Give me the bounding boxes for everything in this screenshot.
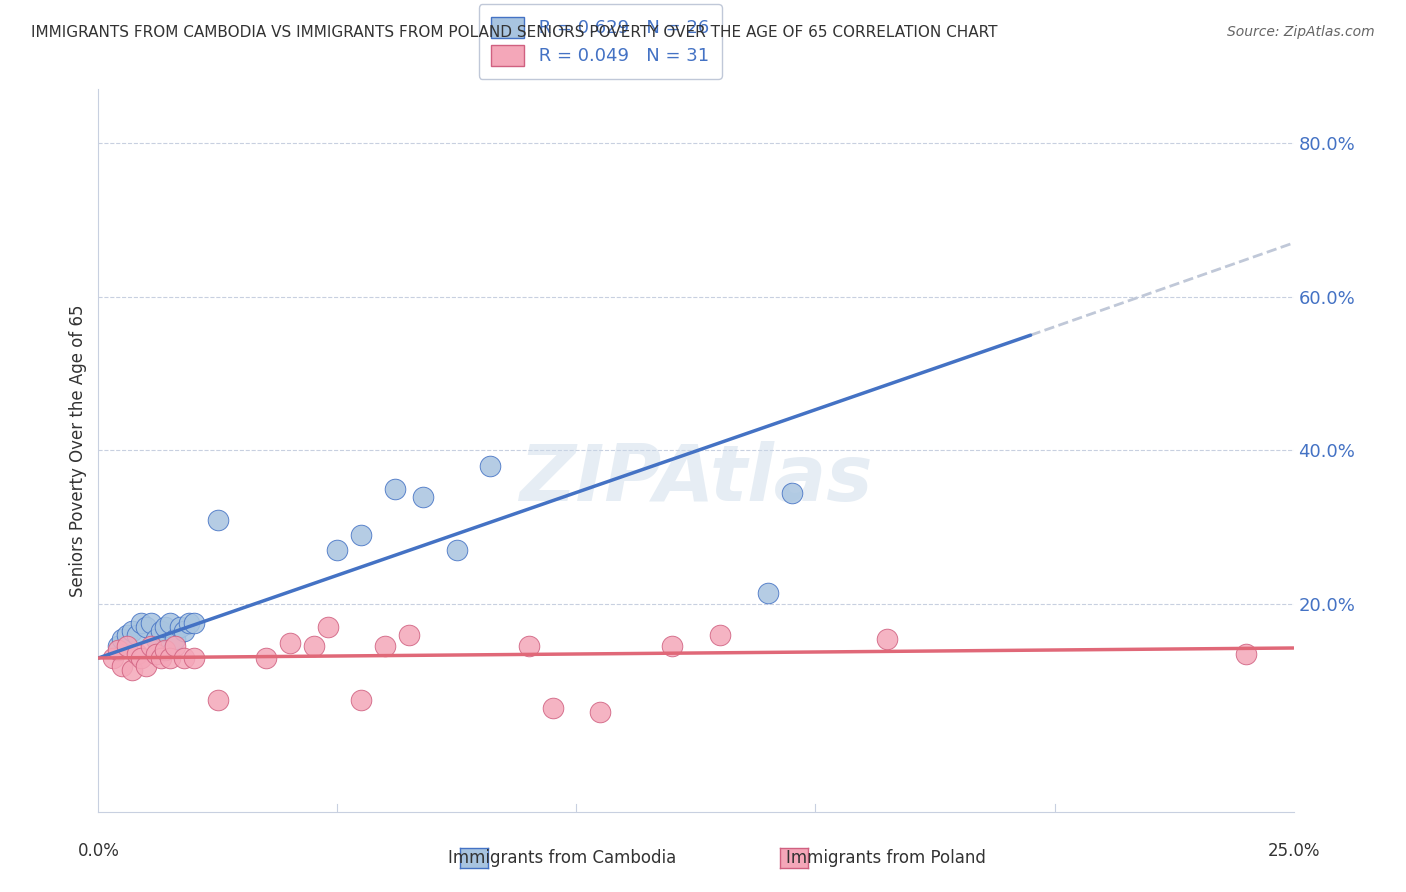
Point (163, 632, 186, 646)
Point (115, 640, 138, 654)
Point (159, 651, 181, 665)
Point (1234, 647, 1257, 661)
Point (173, 624, 195, 639)
Text: Immigrants from Poland: Immigrants from Poland (786, 849, 986, 867)
Point (101, 651, 124, 665)
Point (155, 643, 177, 657)
Point (145, 647, 167, 661)
Point (207, 693, 229, 707)
Point (302, 640, 325, 654)
Point (207, 513, 229, 527)
Point (541, 701, 564, 715)
Point (384, 482, 406, 496)
Point (121, 624, 143, 639)
Point (446, 543, 468, 558)
Point (183, 616, 205, 631)
Point (131, 651, 153, 665)
Point (780, 485, 803, 500)
Point (326, 543, 349, 558)
Point (107, 643, 129, 657)
Y-axis label: Seniors Poverty Over the Age of 65: Seniors Poverty Over the Age of 65 (69, 304, 87, 597)
Text: Source: ZipAtlas.com: Source: ZipAtlas.com (1227, 25, 1375, 39)
Point (179, 616, 201, 631)
Point (183, 651, 205, 665)
Point (115, 628, 138, 642)
Text: 25.0%: 25.0% (1267, 842, 1320, 860)
Point (169, 620, 191, 634)
Text: Immigrants from Cambodia: Immigrants from Cambodia (449, 849, 676, 867)
Point (316, 620, 339, 634)
Text: IMMIGRANTS FROM CAMBODIA VS IMMIGRANTS FROM POLAND SENIORS POVERTY OVER THE AGE : IMMIGRANTS FROM CAMBODIA VS IMMIGRANTS F… (31, 25, 997, 40)
Point (135, 658, 157, 673)
Point (145, 632, 167, 646)
Point (374, 640, 396, 654)
Point (125, 628, 148, 642)
Point (159, 616, 181, 631)
Point (121, 663, 143, 677)
Point (173, 651, 195, 665)
Point (139, 616, 162, 631)
Point (350, 528, 373, 542)
Text: ZIPAtlas: ZIPAtlas (519, 442, 873, 517)
Point (155, 620, 177, 634)
Point (111, 658, 134, 673)
Text: 0.0%: 0.0% (77, 842, 120, 860)
Point (131, 616, 153, 631)
Point (350, 693, 373, 707)
Point (125, 647, 148, 661)
Point (756, 585, 779, 599)
Point (479, 458, 502, 473)
Point (149, 624, 172, 639)
Point (163, 640, 186, 654)
Point (876, 632, 898, 646)
Point (517, 640, 540, 654)
Point (139, 640, 162, 654)
Point (398, 628, 420, 642)
Point (709, 628, 731, 642)
Point (661, 640, 683, 654)
Legend:  R = 0.629   N = 26,  R = 0.049   N = 31: R = 0.629 N = 26, R = 0.049 N = 31 (479, 4, 721, 78)
Point (589, 705, 612, 719)
Point (254, 651, 277, 665)
Point (107, 640, 129, 654)
Point (278, 635, 301, 649)
Point (412, 490, 434, 504)
Point (135, 620, 157, 634)
Point (111, 632, 134, 646)
Point (149, 651, 172, 665)
